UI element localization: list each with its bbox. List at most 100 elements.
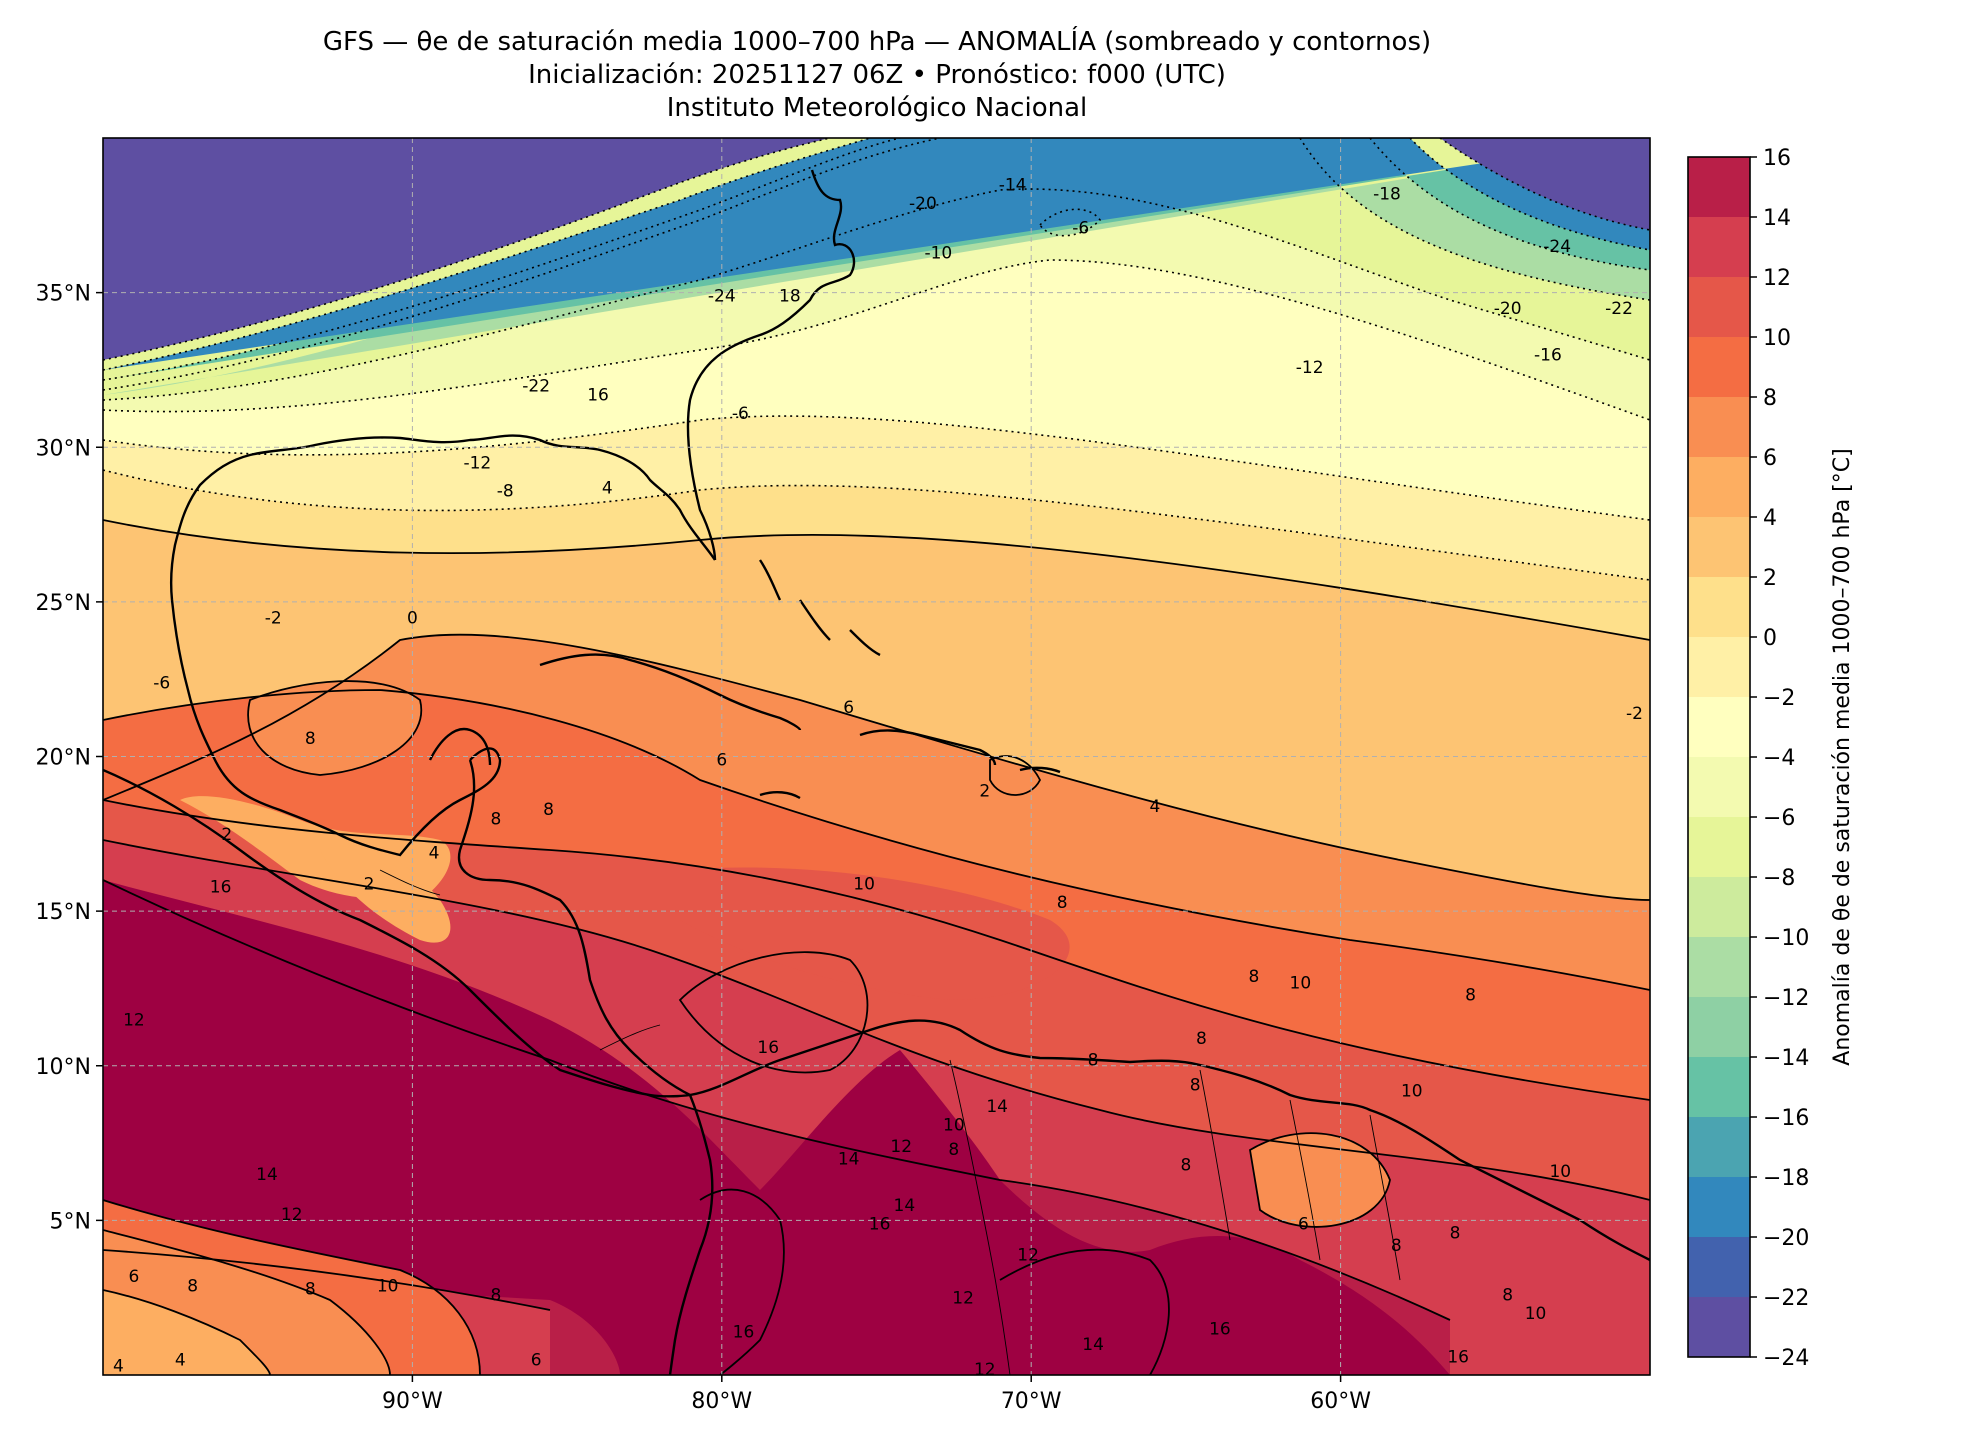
colorbar-tick-label: −2 bbox=[1763, 686, 1795, 711]
contour-label: 4 bbox=[1150, 797, 1161, 817]
colorbar-swatch bbox=[1688, 517, 1750, 577]
contour-label: 14 bbox=[894, 1196, 916, 1216]
field-band-neg12 bbox=[103, 138, 1650, 395]
colorbar: −24−22−20−18−16−14−12−10−8−6−4−202468101… bbox=[1687, 146, 1855, 1371]
contour-label: 16 bbox=[1447, 1347, 1469, 1367]
contour-label: 8 bbox=[305, 1279, 316, 1299]
colorbar-tick-label: −18 bbox=[1763, 1166, 1809, 1191]
contour-label: 10 bbox=[1401, 1081, 1423, 1101]
contour-label: 8 bbox=[1196, 1029, 1207, 1049]
contour-label: 8 bbox=[1057, 893, 1068, 913]
contour-label: 10 bbox=[943, 1116, 965, 1136]
latitude-axis: 35°N 30°N 25°N 20°N 15°N 10°N 5°N bbox=[36, 282, 103, 1234]
coast-bahamas bbox=[759, 559, 881, 657]
contour-label: 8 bbox=[1450, 1224, 1461, 1244]
border-costa-rica-panama bbox=[599, 1024, 661, 1051]
coast-us-atlantic bbox=[686, 169, 856, 561]
contour-label: 2 bbox=[979, 782, 990, 802]
colorbar-swatch bbox=[1688, 397, 1750, 457]
colorbar-tick-label: 16 bbox=[1763, 146, 1791, 171]
contour-label: 6 bbox=[129, 1267, 140, 1287]
lon-tick-label: 60°W bbox=[1310, 1389, 1371, 1414]
contour-label: 12 bbox=[952, 1289, 974, 1309]
colorbar-swatch bbox=[1688, 457, 1750, 517]
contour-label: 0 bbox=[407, 608, 418, 628]
colorbar-swatch bbox=[1688, 577, 1750, 637]
colorbar-tick-label: 0 bbox=[1763, 626, 1777, 651]
contour-label: -18 bbox=[1373, 185, 1401, 205]
contour-label: 12 bbox=[1017, 1245, 1039, 1265]
contour-label: -14 bbox=[999, 175, 1027, 195]
colorbar-ticks: −24−22−20−18−16−14−12−10−8−6−4−202468101… bbox=[1750, 146, 1809, 1371]
contour-label: 8 bbox=[491, 809, 502, 829]
colorbar-swatch bbox=[1688, 157, 1750, 217]
colorbar-swatch bbox=[1688, 1057, 1750, 1117]
contour-label: 4 bbox=[113, 1357, 124, 1377]
contour-label: -12 bbox=[1296, 358, 1324, 378]
coast-central-america-caribbean bbox=[457, 759, 691, 1097]
coast-pacific-south-america bbox=[668, 1094, 714, 1375]
colorbar-swatch bbox=[1688, 1237, 1750, 1297]
contour-label: -2 bbox=[1626, 704, 1643, 724]
colorbar-swatch bbox=[1688, 1297, 1750, 1357]
lat-tick-label: 20°N bbox=[36, 746, 91, 771]
contour-label: 8 bbox=[491, 1286, 502, 1306]
colorbar-tick-label: −20 bbox=[1763, 1226, 1809, 1251]
colorbar-swatch bbox=[1688, 997, 1750, 1057]
field-guiana-cool bbox=[1250, 1133, 1390, 1227]
lon-tick-label: 80°W bbox=[691, 1389, 752, 1414]
colorbar-swatch bbox=[1688, 637, 1750, 697]
contour-label: 8 bbox=[948, 1140, 959, 1160]
contour-label: -8 bbox=[497, 482, 514, 502]
border-colombia-venezuela bbox=[949, 1059, 1011, 1375]
contour-label: -6 bbox=[732, 404, 749, 424]
lat-tick-label: 30°N bbox=[36, 436, 91, 461]
title-line-2: Inicialización: 20251127 06Z • Pronóstic… bbox=[528, 60, 1226, 90]
contour-label: 10 bbox=[853, 874, 875, 894]
positive-contours bbox=[103, 519, 1650, 1375]
contour-label: 6 bbox=[531, 1351, 542, 1371]
border-guyana-suriname bbox=[1289, 1099, 1321, 1261]
contour-label: -20 bbox=[1494, 299, 1522, 319]
contour-label: 12 bbox=[974, 1360, 996, 1380]
colorbar-swatch bbox=[1688, 217, 1750, 277]
contour-label: 18 bbox=[779, 287, 801, 307]
contour-label: 8 bbox=[1088, 1051, 1099, 1071]
contour-label: -12 bbox=[463, 454, 491, 474]
field-band-neg20 bbox=[103, 138, 1650, 370]
colorbar-tick-label: 6 bbox=[1763, 446, 1777, 471]
colorbar-tick-label: −22 bbox=[1763, 1286, 1809, 1311]
contour-label: 4 bbox=[175, 1351, 186, 1371]
contour-label: -6 bbox=[153, 673, 170, 693]
contour-label: -2 bbox=[265, 608, 282, 628]
contour-label: 8 bbox=[187, 1276, 198, 1296]
contour-label: 12 bbox=[123, 1010, 145, 1030]
contour-label: 8 bbox=[1502, 1286, 1513, 1306]
negative-contours bbox=[103, 138, 1650, 581]
title-line-1: GFS — θe de saturación media 1000–700 hP… bbox=[322, 27, 1432, 57]
lat-tick-label: 10°N bbox=[36, 1055, 91, 1080]
coast-puerto-rico bbox=[1019, 766, 1061, 774]
coast-cuba bbox=[539, 653, 802, 731]
colorbar-tick-label: 10 bbox=[1763, 326, 1791, 351]
colorbar-swatch bbox=[1688, 697, 1750, 757]
contour-label: 8 bbox=[305, 729, 316, 749]
colorbar-tick-label: −12 bbox=[1763, 986, 1809, 1011]
contour-label: 6 bbox=[1298, 1214, 1309, 1234]
contour-label: 8 bbox=[1249, 967, 1260, 987]
field-band-pos4-b bbox=[103, 1290, 270, 1375]
country-borders bbox=[379, 869, 1401, 1375]
contour-label: 16 bbox=[210, 877, 232, 897]
contour-label: 10 bbox=[1549, 1162, 1571, 1182]
field-gulf-mexico-warm bbox=[248, 681, 422, 775]
contour-label: 10 bbox=[377, 1276, 399, 1296]
contour-label: 10 bbox=[1525, 1304, 1547, 1324]
contour-label: 16 bbox=[869, 1214, 891, 1234]
contour-label: 16 bbox=[587, 386, 609, 406]
contour-label: -24 bbox=[1543, 237, 1571, 257]
contour-label: -20 bbox=[909, 194, 937, 214]
contour-label: -16 bbox=[1534, 345, 1562, 365]
colorbar-tick-label: −16 bbox=[1763, 1106, 1809, 1131]
contour-label: 10 bbox=[1290, 973, 1312, 993]
